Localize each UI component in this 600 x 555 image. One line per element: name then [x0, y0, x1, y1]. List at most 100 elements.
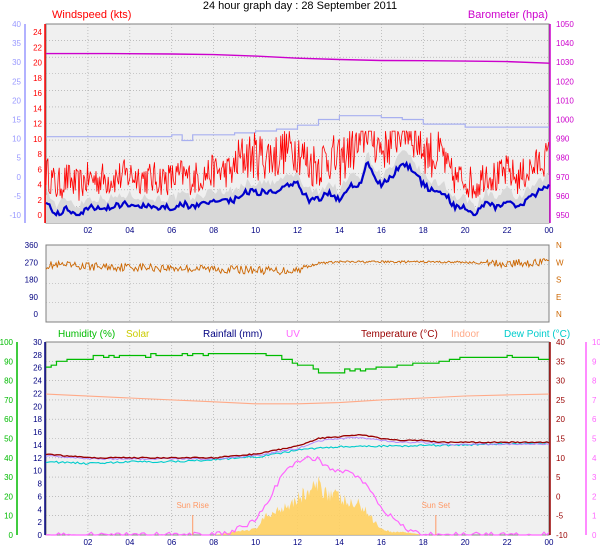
humidity-tick: 40: [4, 454, 13, 463]
windspeed-outer-tick: 0: [17, 173, 22, 182]
windspeed-outer-tick: 30: [12, 58, 21, 67]
barometer-title: Barometer (hpa): [468, 9, 548, 21]
barometer-tick: 990: [556, 135, 570, 144]
sunrise-label: Sun Rise: [176, 501, 209, 510]
uv-tick: 6: [592, 415, 597, 424]
wind-x-tick: 14: [335, 226, 344, 235]
windspeed-outer-tick: 40: [12, 20, 21, 29]
temperature-tick: -10: [556, 531, 568, 540]
barometer-tick: 950: [556, 211, 570, 220]
wind-x-tick: 22: [503, 226, 512, 235]
uv-line: [45, 455, 550, 536]
legend-item-7-0: Humidity (%): [58, 329, 115, 340]
humidity-tick: 20: [4, 492, 13, 501]
uv-tick: 8: [592, 377, 597, 386]
windspeed-outer-tick: 35: [12, 39, 21, 48]
windspeed-outer-tick: -5: [14, 192, 22, 201]
page-title: 24 hour graph day : 28 September 2011: [202, 0, 398, 12]
windspeed-title: Windspeed (kts): [52, 9, 131, 21]
direction-tick: 0: [34, 310, 39, 319]
temp-x-tick: 22: [503, 538, 512, 547]
windspeed-outer-tick: -10: [9, 211, 21, 220]
temp-x-tick: 10: [251, 538, 260, 547]
barometer-tick: 1040: [556, 39, 574, 48]
legend-item-7-6: Dew Point (°C): [504, 329, 570, 340]
direction-compass-label: E: [556, 293, 561, 302]
barometer-line: [46, 52, 550, 64]
temperature-tick: 35: [556, 357, 565, 366]
temperature-tick: -5: [556, 512, 564, 521]
legend-item-7-2: Rainfall (mm): [203, 329, 262, 340]
barometer-tick: 960: [556, 192, 570, 201]
solar-tick: 20: [33, 402, 42, 411]
solar-tick: 4: [38, 505, 43, 514]
direction-compass-label: N: [556, 310, 562, 319]
temperature-tick: 10: [556, 454, 565, 463]
uv-tick: 4: [592, 454, 597, 463]
barometer-tick: 1050: [556, 20, 574, 29]
windspeed-tick: 6: [38, 165, 43, 174]
windspeed-axis-trace: [46, 115, 549, 142]
temperature-tick: 30: [556, 377, 565, 386]
windspeed-tick: 0: [38, 211, 43, 220]
wind-x-tick: 10: [251, 226, 260, 235]
humidity-line: [46, 353, 549, 374]
windspeed-gust-line: [45, 130, 550, 201]
direction-line: [45, 258, 550, 276]
solar-tick: 22: [33, 389, 42, 398]
solar-tick: 28: [33, 351, 42, 360]
indoor-line: [45, 393, 550, 405]
wind-x-tick: 06: [167, 226, 176, 235]
wind-x-tick: 16: [377, 226, 386, 235]
solar-area: [192, 476, 436, 535]
humidity-tick: 10: [4, 512, 13, 521]
solar-tick: 0: [38, 531, 43, 540]
temp-x-tick: 16: [377, 538, 386, 547]
temp-x-tick: 02: [83, 538, 92, 547]
temperature-tick: 0: [556, 492, 561, 501]
direction-tick: 180: [25, 276, 39, 285]
barometer-tick: 980: [556, 154, 570, 163]
uv-tick: 5: [592, 435, 597, 444]
humidity-tick: 70: [4, 396, 13, 405]
temperature-tick: 20: [556, 415, 565, 424]
uv-tick: 2: [592, 492, 597, 501]
solar-tick: 24: [33, 377, 42, 386]
solar-tick: 8: [38, 480, 43, 489]
temp-x-tick: 06: [167, 538, 176, 547]
solar-tick: 6: [38, 492, 43, 501]
temp-x-tick: 18: [419, 538, 428, 547]
direction-tick: 360: [25, 241, 39, 250]
solar-tick: 16: [33, 428, 42, 437]
windspeed-tick: 2: [38, 196, 43, 205]
windspeed-outer-tick: 20: [12, 96, 21, 105]
windspeed-outer-tick: 10: [12, 135, 21, 144]
uv-tick: 0: [592, 531, 597, 540]
barometer-tick: 1020: [556, 77, 574, 86]
barometer-tick: 970: [556, 173, 570, 182]
uv-tick: 3: [592, 473, 597, 482]
temp-x-tick: 20: [461, 538, 470, 547]
solar-tick: 2: [38, 518, 43, 527]
wind-x-tick: 18: [419, 226, 428, 235]
humidity-tick: 100: [0, 338, 14, 347]
temperature-tick: 15: [556, 435, 565, 444]
direction-compass-label: S: [556, 276, 561, 285]
windspeed-outer-tick: 15: [12, 116, 21, 125]
uv-tick: 9: [592, 357, 597, 366]
temp-x-tick: 12: [293, 538, 302, 547]
windspeed-tick: 16: [33, 89, 42, 98]
direction-tick: 270: [25, 258, 39, 267]
windspeed-tick: 18: [33, 74, 42, 83]
direction-tick: 90: [29, 293, 38, 302]
barometer-tick: 1000: [556, 116, 574, 125]
wind-x-tick: 20: [461, 226, 470, 235]
humidity-tick: 0: [9, 531, 14, 540]
solar-tick: 18: [33, 415, 42, 424]
windspeed-tick: 12: [33, 120, 42, 129]
legend-item-7-1: Solar: [126, 329, 150, 340]
wind-x-tick: 12: [293, 226, 302, 235]
windspeed-avg-line: [45, 160, 550, 217]
wind-x-tick: 02: [83, 226, 92, 235]
